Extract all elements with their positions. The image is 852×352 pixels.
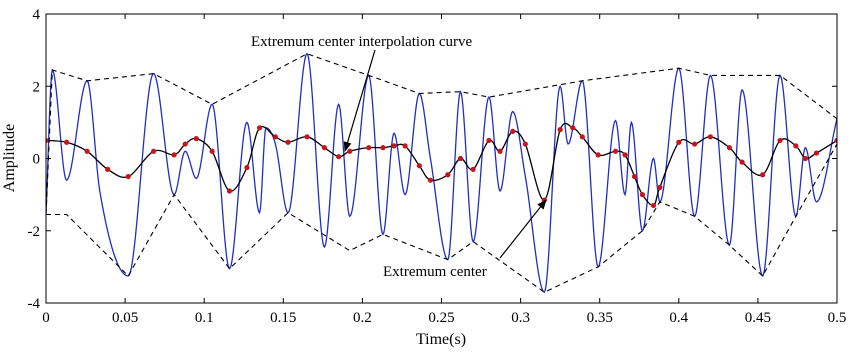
extremum-center-point — [226, 188, 233, 194]
extremum-center-point — [304, 134, 310, 140]
extremum-center-point — [244, 164, 250, 171]
extremum-center-point — [707, 134, 714, 140]
extremum-center-point — [193, 136, 199, 142]
extremum-center-point — [285, 139, 291, 145]
extremum-center-point — [793, 143, 799, 149]
extremum-center-point — [739, 159, 745, 165]
extremum-center-point — [676, 139, 682, 145]
x-tick-label: 0 — [42, 310, 50, 326]
x-tick-label: 0.5 — [828, 310, 847, 326]
x-tick-label: 0.45 — [745, 310, 771, 326]
extremum-center-point — [570, 125, 576, 131]
extremum-center-point — [402, 143, 408, 149]
x-tick-label: 0.2 — [353, 310, 372, 326]
extremum-center-point — [457, 155, 464, 162]
axis-ticks: 0 0.05 0.1 0.15 0.2 0.25 0.3 0.35 0.4 0.45 0.5420-… — [28, 7, 847, 326]
extremum-center-point — [595, 152, 601, 158]
extremum-center-point — [427, 177, 434, 183]
extremum-center-point — [416, 163, 422, 169]
extremum-center-point — [470, 166, 476, 172]
extremum-center-point — [46, 137, 49, 144]
annotations: Extremum center interpolation curve Extr… — [251, 34, 547, 280]
extremum-center-point — [336, 154, 342, 160]
upper-envelope-line — [46, 53, 837, 215]
extremum-center-point — [105, 166, 111, 172]
extremum-center-point — [813, 150, 820, 156]
extremum-center-point — [834, 137, 837, 144]
extremum-center-point — [579, 134, 585, 140]
extremum-center-point — [150, 148, 157, 154]
extremum-center-point — [497, 148, 503, 154]
extremum-center-point — [802, 155, 808, 162]
y-tick-label: 2 — [33, 79, 41, 95]
x-tick-label: 0.15 — [270, 310, 296, 326]
extremum-center-point — [125, 173, 131, 180]
x-tick-label: 0.3 — [511, 310, 530, 326]
x-tick-label: 0.35 — [587, 310, 613, 326]
y-tick-label: -4 — [28, 296, 41, 312]
y-tick-label: -2 — [28, 224, 41, 240]
y-axis-label: Amplitude — [1, 124, 18, 192]
extremum-center-point — [760, 172, 766, 178]
annotation-arrow-interpolation-curve — [343, 49, 376, 152]
extremum-center-point — [380, 145, 386, 151]
extremum-center-point — [63, 139, 70, 145]
extremum-center-point — [650, 202, 657, 209]
extremum-center-point — [256, 125, 263, 131]
extremum-center-point — [182, 141, 188, 147]
extremum-center-point — [639, 192, 646, 198]
y-tick-label: 0 — [33, 152, 41, 168]
x-tick-label: 0.05 — [112, 310, 138, 326]
x-tick-label: 0.1 — [195, 310, 214, 326]
signal-line — [46, 52, 837, 294]
extremum-center-point — [391, 143, 397, 149]
annotation-arrow-extremum-center — [499, 199, 547, 259]
plot-frame — [45, 13, 838, 304]
plot-area — [46, 52, 837, 294]
extremum-center-point — [522, 141, 528, 147]
extremum-center-point — [84, 148, 90, 154]
annotation-interpolation-curve: Extremum center interpolation curve — [251, 34, 473, 50]
x-tick-label: 0.25 — [428, 310, 454, 326]
x-axis-label: Time(s) — [416, 331, 466, 348]
extremum-center-point — [657, 184, 663, 190]
extremum-center-point — [631, 173, 638, 180]
extremum-center-point — [486, 137, 492, 144]
extremum-center-point — [622, 152, 628, 158]
extremum-center-point — [171, 152, 177, 158]
extremum-center-point — [347, 148, 353, 154]
extremum-center-point — [612, 148, 619, 154]
extremum-center-point — [366, 145, 372, 151]
extremum-center-point — [777, 137, 783, 144]
y-tick-label: 4 — [33, 7, 41, 23]
extremum-center-point — [692, 141, 698, 147]
extremum-center-point — [510, 128, 516, 135]
extremum-center-point — [557, 127, 563, 133]
extremum-center-point — [272, 134, 278, 140]
lower-envelope-line — [46, 143, 837, 293]
extremum-center-point — [321, 145, 328, 151]
x-tick-label: 0.4 — [669, 310, 688, 326]
extremum-center-point — [726, 145, 733, 151]
extremum-center-point — [209, 148, 215, 154]
annotation-extremum-center: Extremum center — [383, 264, 487, 280]
extremum-center-point — [445, 172, 451, 178]
